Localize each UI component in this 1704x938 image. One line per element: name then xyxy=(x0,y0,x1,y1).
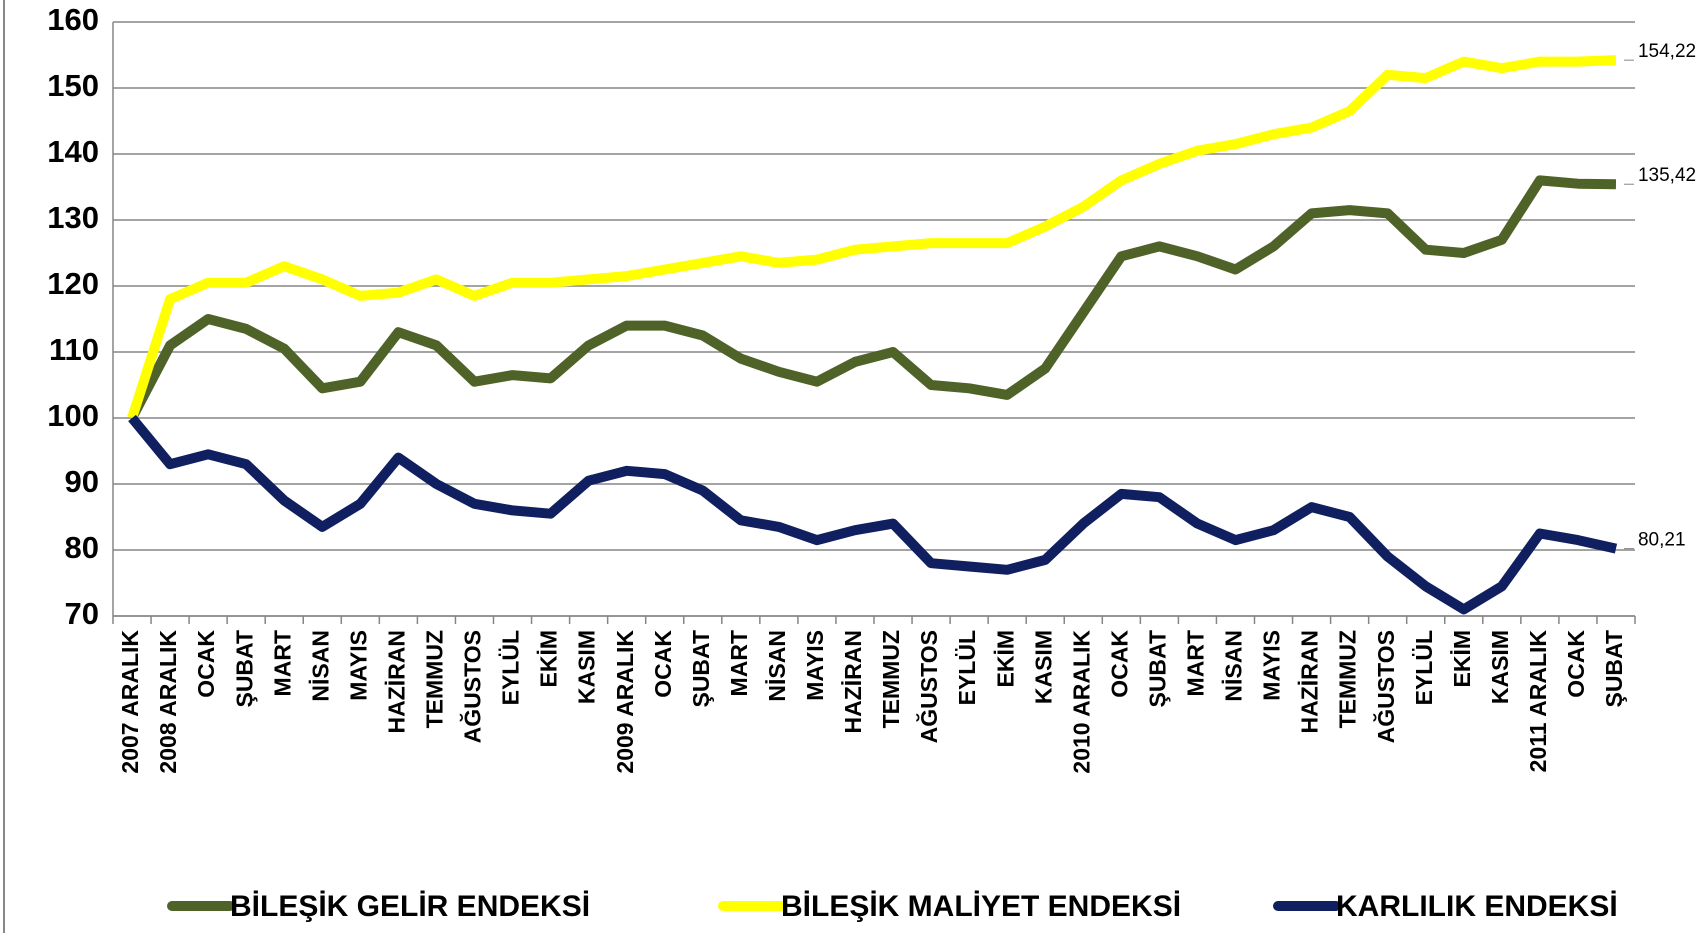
x-tick-label: MAYIS xyxy=(802,630,828,701)
x-tick-label: OCAK xyxy=(1106,630,1132,698)
x-tick-label: ŞUBAT xyxy=(1144,630,1170,708)
x-tick-label: MAYIS xyxy=(345,630,371,701)
x-tick-label: EYLÜL xyxy=(498,630,524,705)
x-tick-label: EKİM xyxy=(992,630,1018,688)
x-tick-label: OCAK xyxy=(1563,630,1589,698)
value-label: 154,22 xyxy=(1638,41,1696,62)
x-tick-label: AĞUSTOS xyxy=(1372,630,1399,743)
y-tick-label: 130 xyxy=(47,200,99,235)
value-label: 80,21 xyxy=(1638,530,1686,551)
series-line xyxy=(127,55,1617,420)
x-tick-label: 2009 ARALIK xyxy=(612,630,638,774)
x-tick-label: OCAK xyxy=(650,630,676,698)
legend-label: BİLEŞİK MALİYET ENDEKSİ xyxy=(781,890,1181,923)
y-tick-label: 160 xyxy=(47,2,99,37)
x-tick-label: OCAK xyxy=(193,630,219,698)
x-tick-label: HAZİRAN xyxy=(840,630,866,734)
series-line xyxy=(127,175,1617,421)
x-tick-label: KASIM xyxy=(1030,630,1056,704)
x-tick-label: TEMMUZ xyxy=(1335,630,1361,728)
x-tick-label: TEMMUZ xyxy=(422,630,448,728)
legend-label: BİLEŞİK GELİR ENDEKSİ xyxy=(230,890,590,923)
x-tick-label: AĞUSTOS xyxy=(915,630,942,743)
legend-label: KARLILIK ENDEKSİ xyxy=(1336,890,1618,923)
x-tick-label: ŞUBAT xyxy=(1601,630,1627,708)
x-tick-label: 2011 ARALIK xyxy=(1525,630,1551,773)
x-tick-label: EKİM xyxy=(536,630,562,688)
x-tick-label: NİSAN xyxy=(764,630,790,702)
x-tick-label: EYLÜL xyxy=(954,630,980,705)
x-tick-label: MAYIS xyxy=(1259,630,1285,701)
x-tick-label: ŞUBAT xyxy=(688,630,714,708)
x-tick-label: NİSAN xyxy=(1221,630,1247,702)
y-tick-label: 140 xyxy=(47,134,99,169)
x-tick-label: KASIM xyxy=(1487,630,1513,704)
x-tick-label: EKİM xyxy=(1449,630,1475,688)
x-tick-label: 2008 ARALIK xyxy=(155,630,181,774)
y-tick-label: 110 xyxy=(49,332,99,367)
x-tick-label: MART xyxy=(269,630,295,696)
y-tick-label: 100 xyxy=(47,398,99,433)
y-tick-label: 150 xyxy=(47,68,99,103)
x-tick-label: NİSAN xyxy=(307,630,333,702)
x-tick-label: EYLÜL xyxy=(1411,630,1437,705)
value-label: 135,42 xyxy=(1638,165,1696,186)
x-tick-label: 2007 ARALIK xyxy=(117,630,143,774)
x-tick-label: MART xyxy=(1183,630,1209,696)
x-tick-label: ŞUBAT xyxy=(231,630,257,708)
y-tick-label: 90 xyxy=(65,464,99,499)
x-tick-label: HAZİRAN xyxy=(383,630,409,734)
y-tick-label: 70 xyxy=(65,596,99,631)
x-tick-label: 2010 ARALIK xyxy=(1068,630,1094,774)
x-tick-label: HAZİRAN xyxy=(1297,630,1323,734)
x-tick-label: AĞUSTOS xyxy=(459,630,486,743)
series-line xyxy=(128,414,1618,615)
x-tick-label: KASIM xyxy=(574,630,600,704)
y-tick-label: 80 xyxy=(65,530,99,565)
y-tick-label: 120 xyxy=(47,266,99,301)
x-tick-label: MART xyxy=(726,630,752,696)
x-tick-label: TEMMUZ xyxy=(878,630,904,728)
